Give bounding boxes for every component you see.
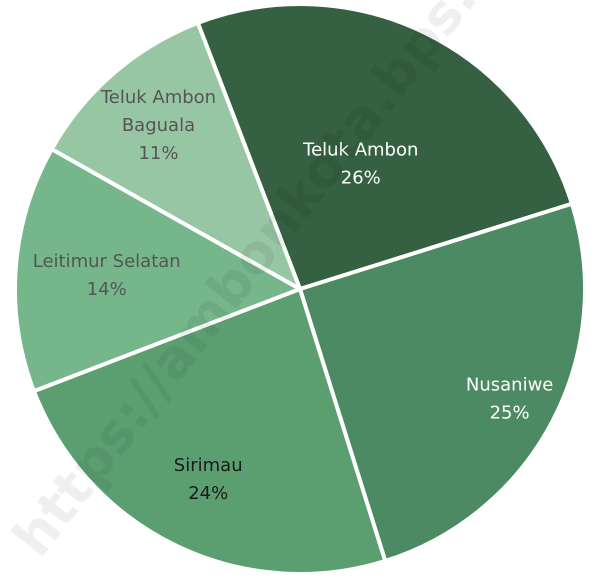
slice-name: Teluk Ambon <box>302 139 418 160</box>
slice-percent: 11% <box>138 143 178 164</box>
slice-label: Teluk Ambon 26% <box>302 139 418 188</box>
slice-label: Sirimau 24% <box>174 455 243 504</box>
slice-percent: 25% <box>490 403 530 424</box>
pie-slice <box>298 201 587 563</box>
pie-slice <box>13 147 302 394</box>
pie-slice <box>49 20 302 291</box>
slice-name: Leitimur Selatan <box>33 251 181 272</box>
slice-label: Teluk Ambon Baguala 11% <box>100 87 216 164</box>
slice-name: Baguala <box>122 115 195 136</box>
slice-name: Nusaniwe <box>466 375 554 396</box>
slice-percent: 26% <box>341 167 381 188</box>
pie-slice <box>31 287 388 576</box>
slice-percent: 24% <box>188 483 228 504</box>
slice-label: Leitimur Selatan 14% <box>33 251 181 300</box>
slice-percent: 14% <box>87 279 127 300</box>
slice-label: Nusaniwe 25% <box>466 375 554 424</box>
slice-name: Sirimau <box>174 455 243 476</box>
slice-name: Teluk Ambon <box>100 87 216 108</box>
pie-slice <box>195 2 574 291</box>
pie-labels: Teluk Ambon 26% Nusaniwe 25% Sirimau 24% Leiti… <box>33 87 554 504</box>
pie-slices <box>13 2 587 576</box>
